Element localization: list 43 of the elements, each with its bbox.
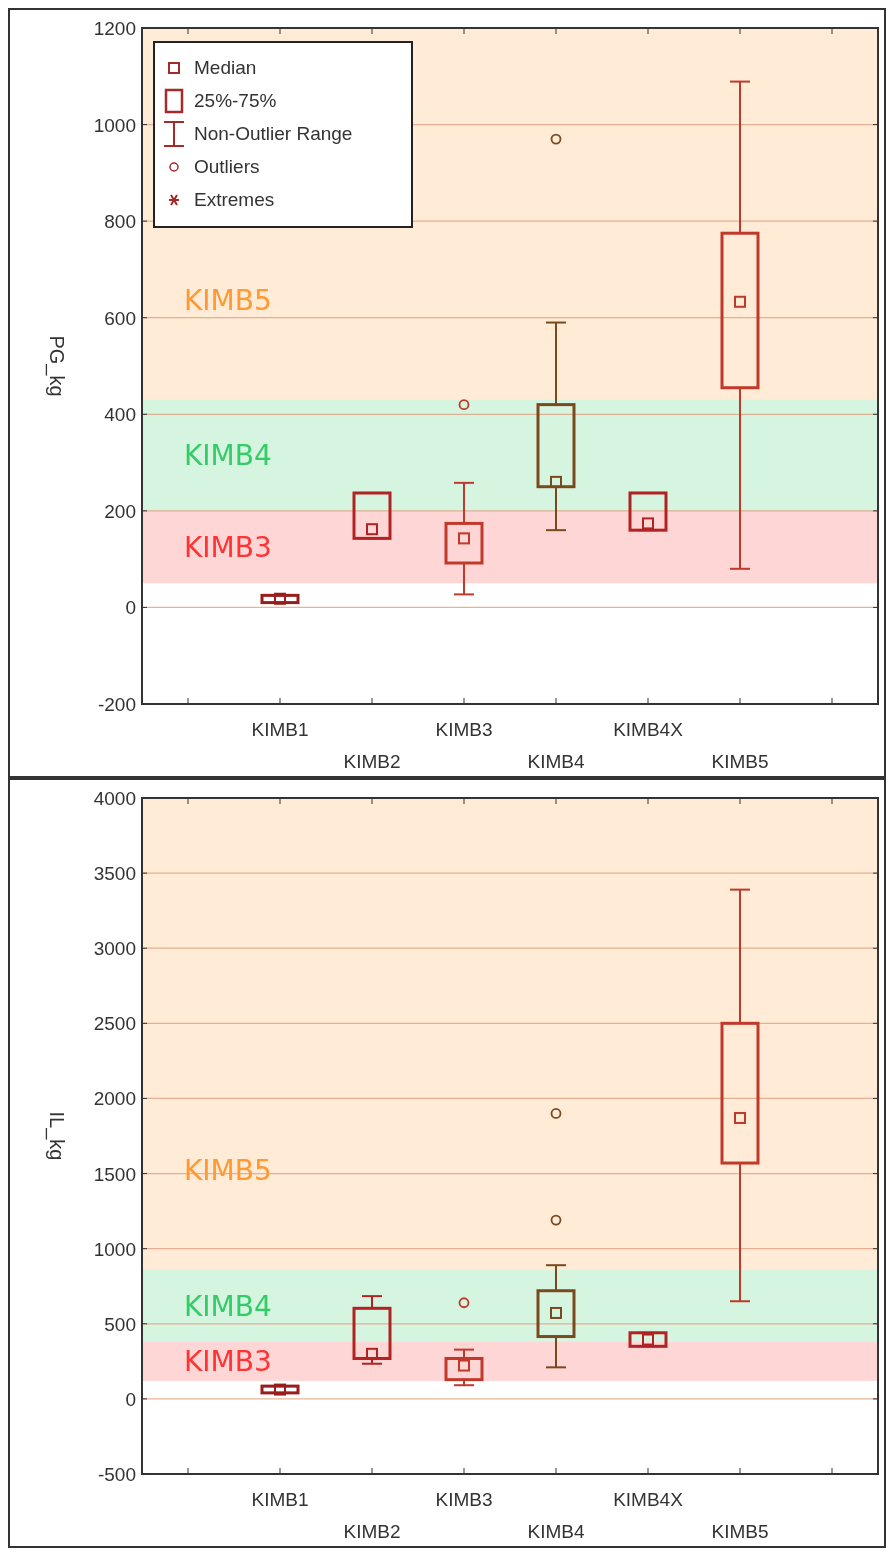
y-tick-label: 600 <box>104 307 136 329</box>
y-tick-label: 2500 <box>93 1013 136 1035</box>
annotation: Outliers <box>194 156 260 177</box>
band-label: KIMB3 <box>184 531 272 565</box>
y-tick-label: -500 <box>97 1464 136 1485</box>
y-tick-label: 500 <box>104 1313 136 1335</box>
band-label: KIMB5 <box>184 283 272 317</box>
y-tick-label: 3000 <box>93 938 136 960</box>
x-tick-label: KIMB1 <box>251 719 309 740</box>
annotation: 25%-75% <box>194 90 277 111</box>
x-tick-label: KIMB5 <box>711 1521 769 1542</box>
y-tick-label: 2000 <box>93 1088 136 1110</box>
y-tick-label: 400 <box>104 404 136 426</box>
y-tick-label: 0 <box>125 597 136 619</box>
x-tick-label: KIMB3 <box>435 1489 493 1510</box>
y-tick-label: 1000 <box>93 114 136 136</box>
annotation: Non-Outlier Range <box>194 123 353 144</box>
band-label: KIMB4 <box>184 1289 272 1323</box>
y-tick-label: 0 <box>125 1388 136 1410</box>
band-label: KIMB4 <box>184 439 272 473</box>
y-tick-label: 1200 <box>93 18 136 39</box>
y-tick-label: 3500 <box>93 863 136 885</box>
x-tick-label: KIMB4 <box>527 751 585 772</box>
y-axis-title: IL_kg <box>45 1111 68 1161</box>
y-tick-label: 4000 <box>93 788 136 809</box>
x-tick-label: KIMB3 <box>435 719 493 740</box>
x-tick-label: KIMB1 <box>251 1489 309 1510</box>
annotation: Extremes <box>194 189 275 210</box>
x-tick-label: KIMB2 <box>343 1521 401 1542</box>
y-tick-label: 200 <box>104 500 136 522</box>
band-label: KIMB5 <box>184 1153 272 1187</box>
x-tick-label: KIMB5 <box>711 751 769 772</box>
y-axis-title: PG_kg <box>45 335 68 397</box>
y-tick-label: 1500 <box>93 1163 136 1185</box>
x-tick-label: KIMB4X <box>613 719 684 740</box>
band-label: KIMB3 <box>184 1345 272 1379</box>
annotation: Median <box>194 57 257 78</box>
x-tick-label: KIMB2 <box>343 751 401 772</box>
y-tick-label: 1000 <box>93 1238 136 1260</box>
x-tick-label: KIMB4 <box>527 1521 585 1542</box>
x-tick-label: KIMB4X <box>613 1489 684 1510</box>
y-tick-label: -200 <box>97 694 136 715</box>
y-tick-label: 800 <box>104 211 136 233</box>
